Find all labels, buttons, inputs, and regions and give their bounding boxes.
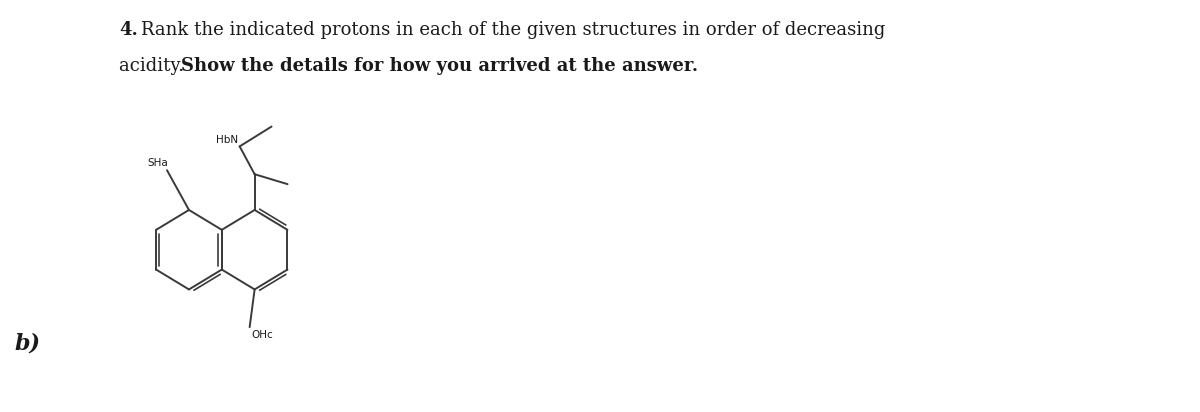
Text: SHa: SHa bbox=[148, 158, 168, 168]
Text: HbN: HbN bbox=[216, 136, 238, 145]
Text: 4.: 4. bbox=[119, 21, 138, 39]
Text: b): b) bbox=[14, 332, 41, 354]
Text: Rank the indicated protons in each of the given structures in order of decreasin: Rank the indicated protons in each of th… bbox=[142, 21, 886, 39]
Text: acidity.: acidity. bbox=[119, 57, 190, 75]
Text: Show the details for how you arrived at the answer.: Show the details for how you arrived at … bbox=[181, 57, 698, 75]
Text: OHc: OHc bbox=[252, 330, 274, 339]
